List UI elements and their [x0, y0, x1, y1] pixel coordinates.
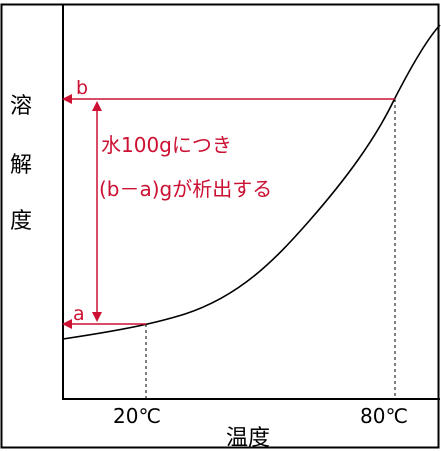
- arrow-a-left: [62, 319, 72, 329]
- marker-b: b: [76, 77, 88, 99]
- arrow-down: [92, 312, 102, 322]
- y-label-char-1: 溶: [10, 94, 32, 119]
- outer-frame: [0, 3, 440, 449]
- arrow-b-left: [62, 94, 72, 104]
- marker-a: a: [73, 303, 85, 325]
- annotation-line-1: 水100gにつき: [101, 133, 232, 157]
- solubility-curve: [62, 24, 441, 340]
- arrow-up: [92, 101, 102, 111]
- x-tick-20c: 20℃: [113, 404, 161, 428]
- annotation-line-2: (b－a)gが析出する: [99, 177, 272, 201]
- y-label-char-3: 度: [10, 209, 32, 234]
- y-label-char-2: 解: [10, 153, 32, 178]
- x-axis-label: 温度: [226, 426, 270, 451]
- x-tick-80c: 80℃: [360, 404, 408, 428]
